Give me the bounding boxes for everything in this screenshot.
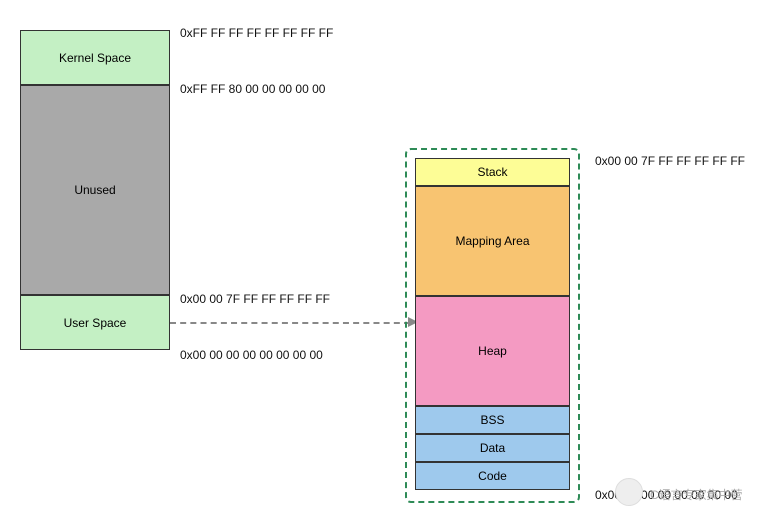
address-label: 0x00 00 7F FF FF FF FF FF — [180, 292, 330, 306]
left-segment-user-space: User Space — [20, 295, 170, 350]
memory-layout-diagram: Kernel Space Unused User Space 0xFF FF FF … — [0, 0, 775, 523]
segment-label: Kernel Space — [59, 51, 131, 65]
segment-label: Mapping Area — [455, 234, 529, 248]
left-segment-kernel-space: Kernel Space — [20, 30, 170, 85]
segment-label: BSS — [480, 413, 504, 427]
segment-label: User Space — [64, 316, 127, 330]
right-segment-stack: Stack — [415, 158, 570, 186]
watermark-text: C语言专家集中营 — [650, 486, 743, 503]
segment-label: Stack — [477, 165, 507, 179]
address-label: 0xFF FF 80 00 00 00 00 00 — [180, 82, 325, 96]
address-label: 0x00 00 7F FF FF FF FF FF — [595, 154, 745, 168]
right-segment-mapping-area: Mapping Area — [415, 186, 570, 296]
right-segment-code: Code — [415, 462, 570, 490]
segment-label: Data — [480, 441, 505, 455]
left-segment-unused: Unused — [20, 85, 170, 295]
watermark-avatar — [615, 478, 643, 506]
right-segment-heap: Heap — [415, 296, 570, 406]
right-segment-data: Data — [415, 434, 570, 462]
right-segment-bss: BSS — [415, 406, 570, 434]
address-label: 0x00 00 00 00 00 00 00 00 — [180, 348, 323, 362]
segment-label: Unused — [74, 183, 115, 197]
address-label: 0xFF FF FF FF FF FF FF FF — [180, 26, 333, 40]
segment-label: Heap — [478, 344, 507, 358]
expand-arrow-line — [170, 322, 410, 324]
segment-label: Code — [478, 469, 507, 483]
